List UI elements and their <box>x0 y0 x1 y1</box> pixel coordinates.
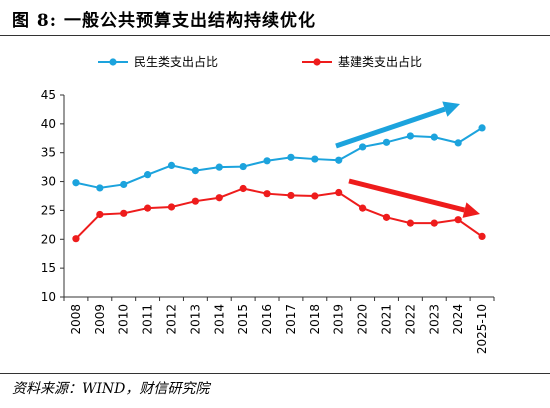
x-tick-label: 2012 <box>165 304 179 335</box>
legend-marker <box>313 58 321 66</box>
legend-label: 基建类支出占比 <box>338 54 422 69</box>
x-tick-label: 2021 <box>380 304 394 335</box>
x-tick-label: 2018 <box>308 304 322 335</box>
x-tick-label: 2025-10 <box>475 304 489 354</box>
x-tick-label: 2011 <box>141 304 155 335</box>
data-point <box>454 216 462 224</box>
trend-arrow-shaft <box>348 178 466 213</box>
data-point <box>263 190 271 198</box>
data-point <box>406 219 414 227</box>
data-point <box>72 179 80 187</box>
y-tick-label: 45 <box>41 88 56 102</box>
x-tick-label: 2009 <box>93 304 107 335</box>
data-point <box>382 213 391 221</box>
x-tick-label: 2015 <box>236 304 250 335</box>
y-tick-label: 20 <box>41 232 56 246</box>
x-tick-label: 2010 <box>117 304 131 335</box>
y-tick-label: 10 <box>41 290 56 304</box>
data-point <box>96 210 104 219</box>
data-point <box>215 194 223 202</box>
data-point <box>144 204 152 212</box>
x-tick-label: 2019 <box>332 304 346 335</box>
data-point <box>120 209 128 217</box>
y-tick-label: 25 <box>41 203 56 217</box>
source-note: 资料来源：WIND，财信研究院 <box>12 381 210 397</box>
trend-arrow-head <box>442 101 460 117</box>
data-point <box>215 163 223 171</box>
y-tick-label: 30 <box>41 175 56 189</box>
x-tick-label: 2008 <box>69 304 83 335</box>
source-divider <box>0 373 550 374</box>
data-point <box>191 167 199 175</box>
data-point <box>167 203 176 211</box>
data-point <box>72 235 80 243</box>
data-point <box>167 161 176 170</box>
data-point <box>96 184 104 192</box>
x-tick-label: 2020 <box>356 304 370 335</box>
data-point <box>335 156 343 164</box>
data-point <box>478 124 486 132</box>
data-point <box>239 162 247 171</box>
x-tick-label: 2016 <box>260 304 274 335</box>
data-point <box>430 219 438 227</box>
figure-title: 图 8: 一般公共预算支出结构持续优化 <box>12 11 316 31</box>
series-line-2 <box>75 187 483 240</box>
y-tick-label: 35 <box>41 146 56 160</box>
data-point <box>359 143 367 151</box>
y-tick-label: 15 <box>41 261 56 275</box>
title-divider <box>0 35 550 36</box>
trend-arrow-head <box>462 202 480 218</box>
data-point <box>382 138 391 146</box>
data-point <box>191 197 199 205</box>
data-point <box>335 188 343 197</box>
data-point <box>430 133 438 141</box>
data-point <box>311 155 319 163</box>
x-tick-label: 2023 <box>427 304 441 335</box>
data-point <box>454 139 462 147</box>
data-point <box>120 180 128 189</box>
data-point <box>239 184 247 193</box>
line-chart: 10 15 20 25 30 35 40 45 2008 2009 2010 2011 2012 2013… <box>41 54 495 354</box>
data-point <box>406 132 414 140</box>
x-tick-label: 2013 <box>188 304 202 335</box>
data-point <box>359 204 367 212</box>
legend-label: 民生类支出占比 <box>134 54 218 69</box>
x-tick-label: 2024 <box>451 304 465 335</box>
trend-arrow-shaft <box>335 106 446 149</box>
data-point <box>263 157 271 165</box>
x-tick-label: 2022 <box>403 304 417 335</box>
data-point <box>144 171 152 179</box>
series-line-1 <box>75 127 483 189</box>
y-tick-label: 40 <box>41 117 56 131</box>
data-point <box>287 191 295 200</box>
x-tick-label: 2017 <box>284 304 298 335</box>
data-point <box>287 153 295 161</box>
legend-marker <box>109 58 117 66</box>
data-point <box>311 192 319 200</box>
x-tick-label: 2014 <box>212 304 226 335</box>
data-point <box>478 232 486 240</box>
